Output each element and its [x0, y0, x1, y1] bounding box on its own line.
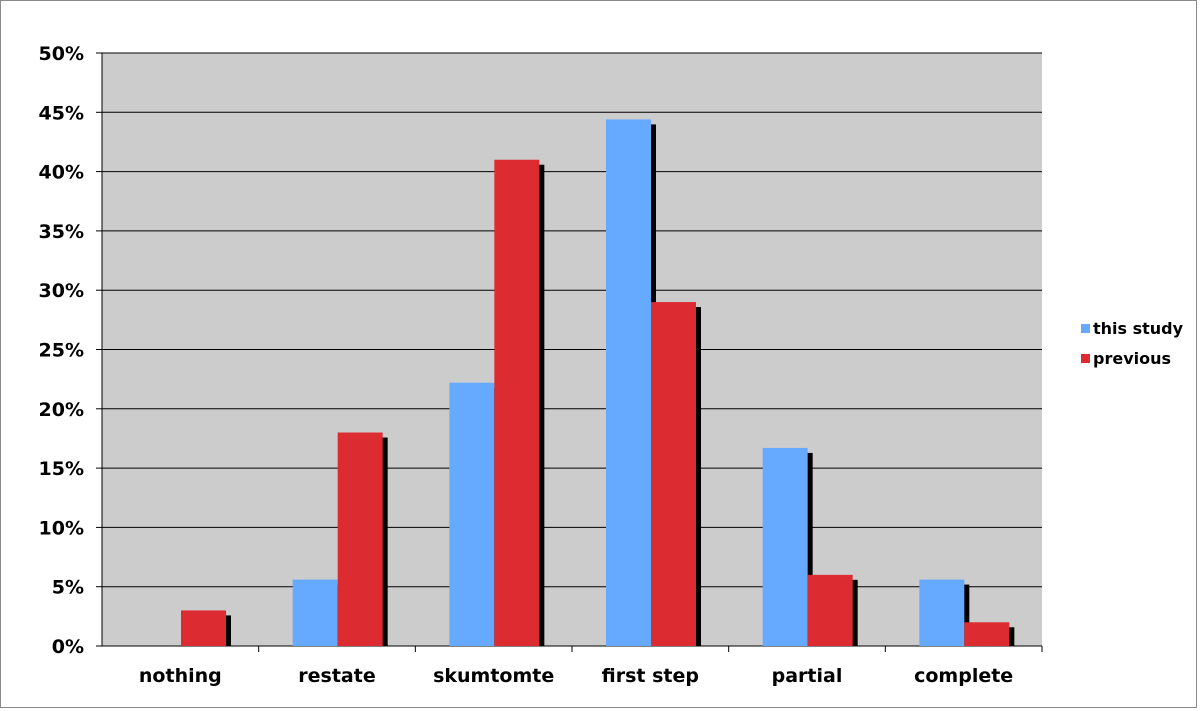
y-tick-label: 40%	[39, 162, 84, 184]
legend-label: this study	[1093, 318, 1184, 338]
bar-this-study	[292, 579, 338, 646]
bar-this-study	[449, 382, 495, 646]
legend-label: previous	[1093, 348, 1172, 368]
bar-previous	[807, 574, 853, 646]
y-tick-label: 15%	[39, 458, 84, 480]
y-tick-label: 10%	[39, 517, 84, 539]
legend-swatch	[1081, 323, 1090, 333]
y-tick-label: 0%	[52, 636, 84, 658]
y-tick-label: 25%	[39, 340, 84, 362]
bar-previous	[181, 610, 226, 646]
x-tick-label: skumtomte	[433, 665, 554, 687]
bar-this-study	[762, 447, 808, 646]
x-tick-label: partial	[772, 665, 843, 687]
bar-previous	[651, 302, 696, 646]
x-tick-label: complete	[914, 665, 1013, 687]
y-tick-label: 5%	[52, 577, 84, 599]
bar-previous	[494, 159, 540, 647]
legend: this study previous	[1081, 317, 1183, 377]
legend-swatch	[1081, 353, 1090, 363]
legend-item: previous	[1081, 347, 1183, 369]
bar-this-study	[606, 119, 651, 646]
y-tick-label: 50%	[39, 43, 84, 65]
x-tick-label: nothing	[139, 665, 222, 687]
bar-previous	[337, 432, 383, 646]
y-tick-label: 45%	[39, 102, 84, 124]
y-tick-label: 30%	[39, 280, 84, 302]
bar-previous	[964, 622, 1010, 646]
x-tick-label: restate	[298, 665, 375, 687]
x-tick-label: first step	[602, 665, 699, 687]
legend-item: this study	[1081, 317, 1183, 339]
bar-this-study	[919, 579, 965, 646]
y-tick-label: 35%	[39, 221, 84, 243]
y-tick-label: 20%	[39, 399, 84, 421]
